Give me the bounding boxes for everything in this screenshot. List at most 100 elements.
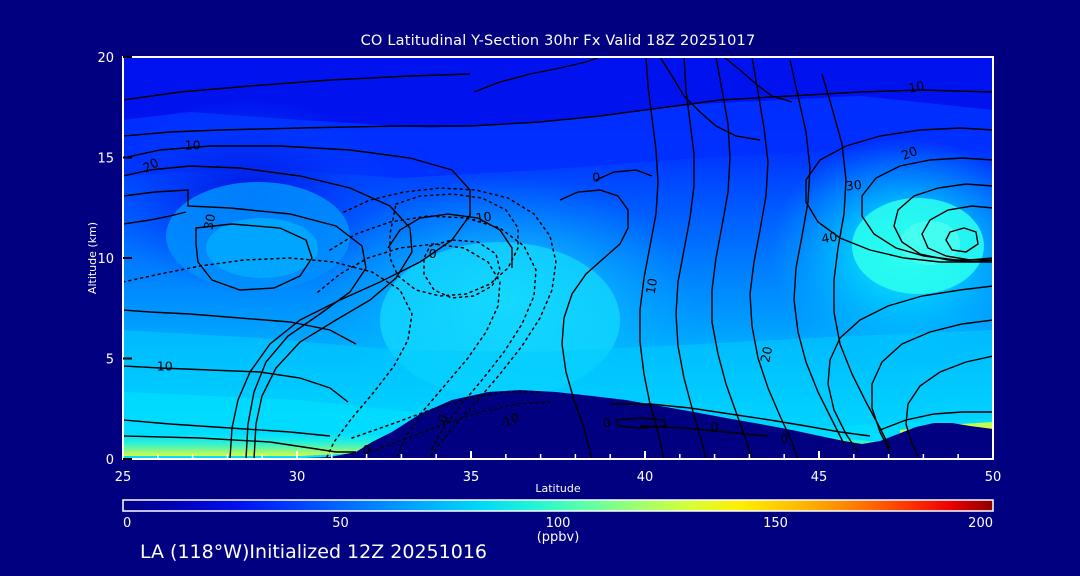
contour-label: 10 xyxy=(907,78,926,96)
x-axis-title: Latitude xyxy=(535,482,581,495)
contour-label: 30 xyxy=(201,212,219,231)
contour-label: 20 xyxy=(757,345,775,364)
contour-line xyxy=(595,169,653,181)
contour-line xyxy=(821,73,891,449)
contour-label-text: 10 xyxy=(157,359,173,374)
contour-line xyxy=(905,355,993,457)
contour-line-negative xyxy=(389,193,519,297)
contour-label: 30 xyxy=(845,177,862,194)
contour-label: -10 xyxy=(497,410,522,432)
y-axis-tick-label: 10 xyxy=(97,252,114,267)
contour-line xyxy=(749,57,799,459)
contour-label-text: 0 xyxy=(429,246,437,261)
contour-label-text: 30 xyxy=(845,177,862,194)
contour-line xyxy=(893,183,993,263)
colorbar-units: (ppbv) xyxy=(537,530,580,545)
footer-caption: LA (118°W)Initialized 12Z 20251016 xyxy=(140,541,487,563)
colorbar-tick-label: 0 xyxy=(123,516,131,531)
colorbar-tick-label: 200 xyxy=(968,516,993,531)
x-axis-tick-label: 50 xyxy=(985,470,1002,485)
colorbar-tick-label: 100 xyxy=(546,516,571,531)
contour-label: 0 xyxy=(429,246,437,261)
x-axis-tick-label: 30 xyxy=(289,470,306,485)
contour-line xyxy=(659,57,761,141)
contour-line-negative xyxy=(369,401,553,453)
contour-lines-negative xyxy=(123,187,557,459)
contour-label-text: 0 xyxy=(363,442,371,457)
contour-label-text: 0 xyxy=(603,415,611,430)
contour-line xyxy=(123,435,356,453)
contour-label-text: 40 xyxy=(820,229,838,247)
contour-label: 0 xyxy=(592,170,600,185)
contour-line xyxy=(123,211,187,225)
contour-label-text: 10 xyxy=(643,277,661,295)
contour-line xyxy=(675,57,707,459)
fill-band-upper-dark xyxy=(123,57,993,128)
contour-line xyxy=(615,417,667,429)
contour-line xyxy=(871,319,993,453)
contour-line xyxy=(789,59,845,445)
y-axis-tick-label: 5 xyxy=(106,353,114,368)
contour-label: 10 xyxy=(185,137,201,152)
colorbar-frame xyxy=(122,499,994,512)
contour-label-text: 20 xyxy=(757,345,775,364)
contour-line-negative xyxy=(329,215,537,453)
contour-line xyxy=(921,205,993,261)
terrain-mask xyxy=(123,390,993,459)
contour-line xyxy=(123,309,357,345)
contour-line xyxy=(711,57,753,459)
y-axis-tick-label: 0 xyxy=(106,453,114,468)
contour-label-text: 10 xyxy=(907,78,926,96)
x-axis-tick-label: 45 xyxy=(811,470,828,485)
contour-label: 0 xyxy=(363,442,371,457)
contour-line-negative xyxy=(423,239,501,299)
contour-line xyxy=(945,227,979,253)
contour-line xyxy=(559,189,629,459)
contour-line-negative xyxy=(317,243,501,459)
contour-line xyxy=(123,189,367,459)
y-axis-tick-label: 15 xyxy=(97,152,114,167)
contour-label-text: 20 xyxy=(899,143,919,163)
colorbar-tick-layer: 0 50 100 150 200 xyxy=(123,516,993,531)
contour-line xyxy=(387,213,513,268)
page-title: CO Latitudinal Y-Section 30hr Fx Valid 1… xyxy=(361,33,756,49)
colorbar[interactable]: 0 50 100 150 200 (ppbv) xyxy=(122,499,994,545)
contour-label-text: 30 xyxy=(201,212,219,231)
contour-label: 0 xyxy=(711,419,719,434)
contour-line xyxy=(610,403,871,437)
x-axis-tick-label: 25 xyxy=(115,470,132,485)
y-axis-title: Altitude (km) xyxy=(86,222,99,294)
contour-line xyxy=(639,425,769,437)
contour-line xyxy=(805,127,993,263)
contour-label: 10 xyxy=(157,359,173,374)
contour-label: 0 xyxy=(780,431,788,446)
contour-line xyxy=(639,57,665,459)
y-axis-tick-label: 20 xyxy=(97,51,114,66)
contour-label-text: 0 xyxy=(592,170,600,185)
contour-line-negative xyxy=(351,391,541,439)
contour-label-text: 0 xyxy=(780,431,788,446)
fill-surface-plume-left xyxy=(123,430,420,456)
colorbar-tick-label: 50 xyxy=(332,516,349,531)
contour-line xyxy=(123,365,349,403)
contour-line xyxy=(195,223,313,291)
contour-lines xyxy=(123,57,993,459)
contour-label-text: -10 xyxy=(470,208,492,226)
contour-label-text: 0 xyxy=(711,419,719,434)
contour-line xyxy=(879,411,993,431)
contour-label: -10 xyxy=(470,208,492,226)
contour-line xyxy=(473,57,601,93)
contour-line xyxy=(123,419,331,437)
contour-line xyxy=(123,73,471,101)
contour-line xyxy=(827,285,993,453)
contour-line xyxy=(123,89,993,137)
contour-label: 20 xyxy=(140,155,161,176)
x-axis-tick-label: 35 xyxy=(463,470,480,485)
contour-label: 40 xyxy=(820,229,838,247)
contour-label-text: 10 xyxy=(185,137,201,152)
colorbar-tick-label: 150 xyxy=(763,516,788,531)
x-axis-tick-label: 40 xyxy=(637,470,654,485)
